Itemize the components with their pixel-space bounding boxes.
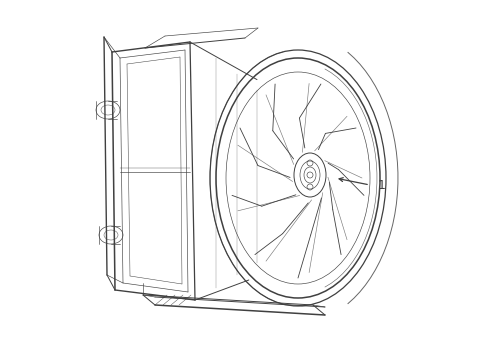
- Text: 1: 1: [377, 179, 385, 192]
